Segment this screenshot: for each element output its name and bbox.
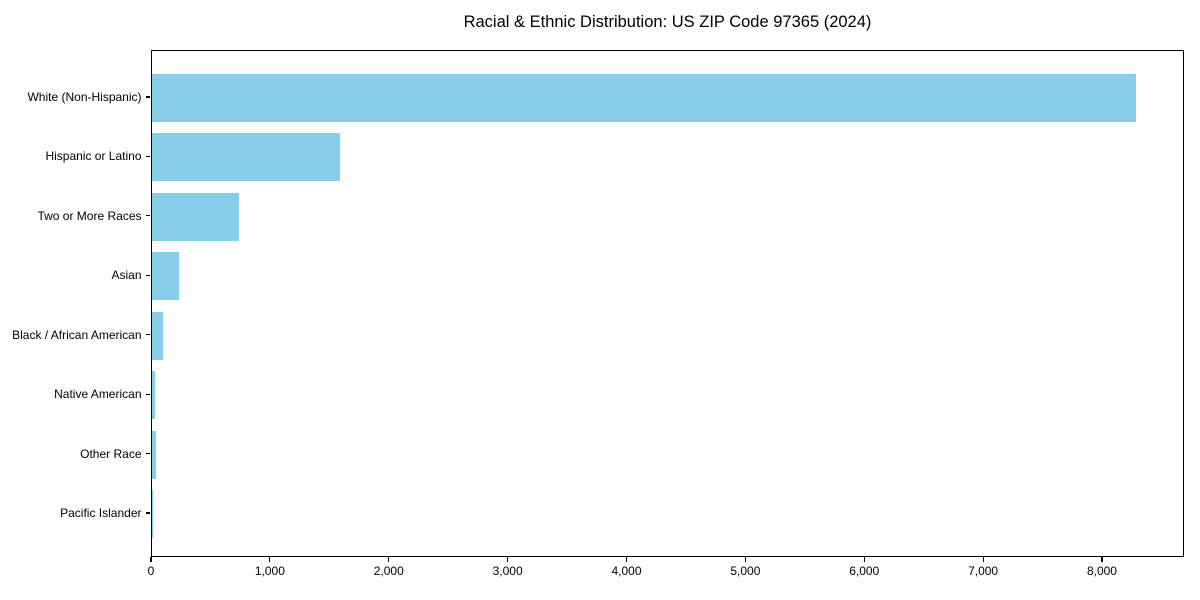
x-tick-label: 6,000	[849, 564, 880, 578]
y-tick-label: Two or More Races	[37, 208, 142, 223]
y-tick-label: Pacific Islander	[60, 506, 142, 520]
y-tick-label: Native American	[54, 387, 142, 402]
x-tick-label: 0	[147, 564, 155, 578]
x-tick-label: 1,000	[254, 564, 285, 578]
x-tick-label: 8,000	[1086, 564, 1117, 578]
chart-title: Racial & Ethnic Distribution: US ZIP Cod…	[463, 13, 872, 31]
y-tick-mark	[145, 334, 150, 336]
bar	[152, 252, 180, 301]
bar	[152, 133, 341, 182]
y-tick-mark	[145, 215, 150, 217]
x-tick-label: 5,000	[730, 564, 761, 578]
y-tick-label: Asian	[111, 268, 142, 283]
y-tick-mark	[145, 274, 150, 276]
x-tick-mark	[269, 557, 271, 562]
x-tick-mark	[863, 557, 865, 562]
y-tick-label: Hispanic or Latino	[45, 149, 142, 164]
x-tick-mark	[1101, 557, 1103, 562]
x-tick-mark	[982, 557, 984, 562]
y-tick-label: Black / African American	[12, 327, 142, 342]
y-tick-mark	[145, 452, 150, 455]
y-tick-mark	[145, 512, 150, 514]
bar	[152, 430, 156, 479]
plot-area	[151, 50, 1184, 557]
bar	[152, 192, 239, 241]
x-tick-label: 7,000	[968, 564, 999, 578]
y-tick-mark	[145, 155, 150, 158]
x-tick-label: 3,000	[492, 564, 523, 578]
y-tick-mark	[145, 393, 150, 395]
x-tick-label: 2,000	[373, 564, 404, 578]
x-tick-mark	[150, 557, 152, 562]
bar	[152, 311, 163, 360]
y-tick-mark	[145, 96, 150, 98]
bar	[152, 371, 156, 420]
x-tick-label: 4,000	[611, 564, 642, 578]
x-tick-mark	[388, 557, 390, 562]
y-tick-label: White (Non-Hispanic)	[27, 90, 142, 104]
x-tick-mark	[625, 557, 628, 562]
x-tick-mark	[744, 557, 746, 562]
bar	[152, 490, 153, 538]
bar	[152, 74, 1137, 122]
y-tick-label: Other Race	[80, 446, 142, 461]
x-tick-mark	[507, 557, 509, 562]
